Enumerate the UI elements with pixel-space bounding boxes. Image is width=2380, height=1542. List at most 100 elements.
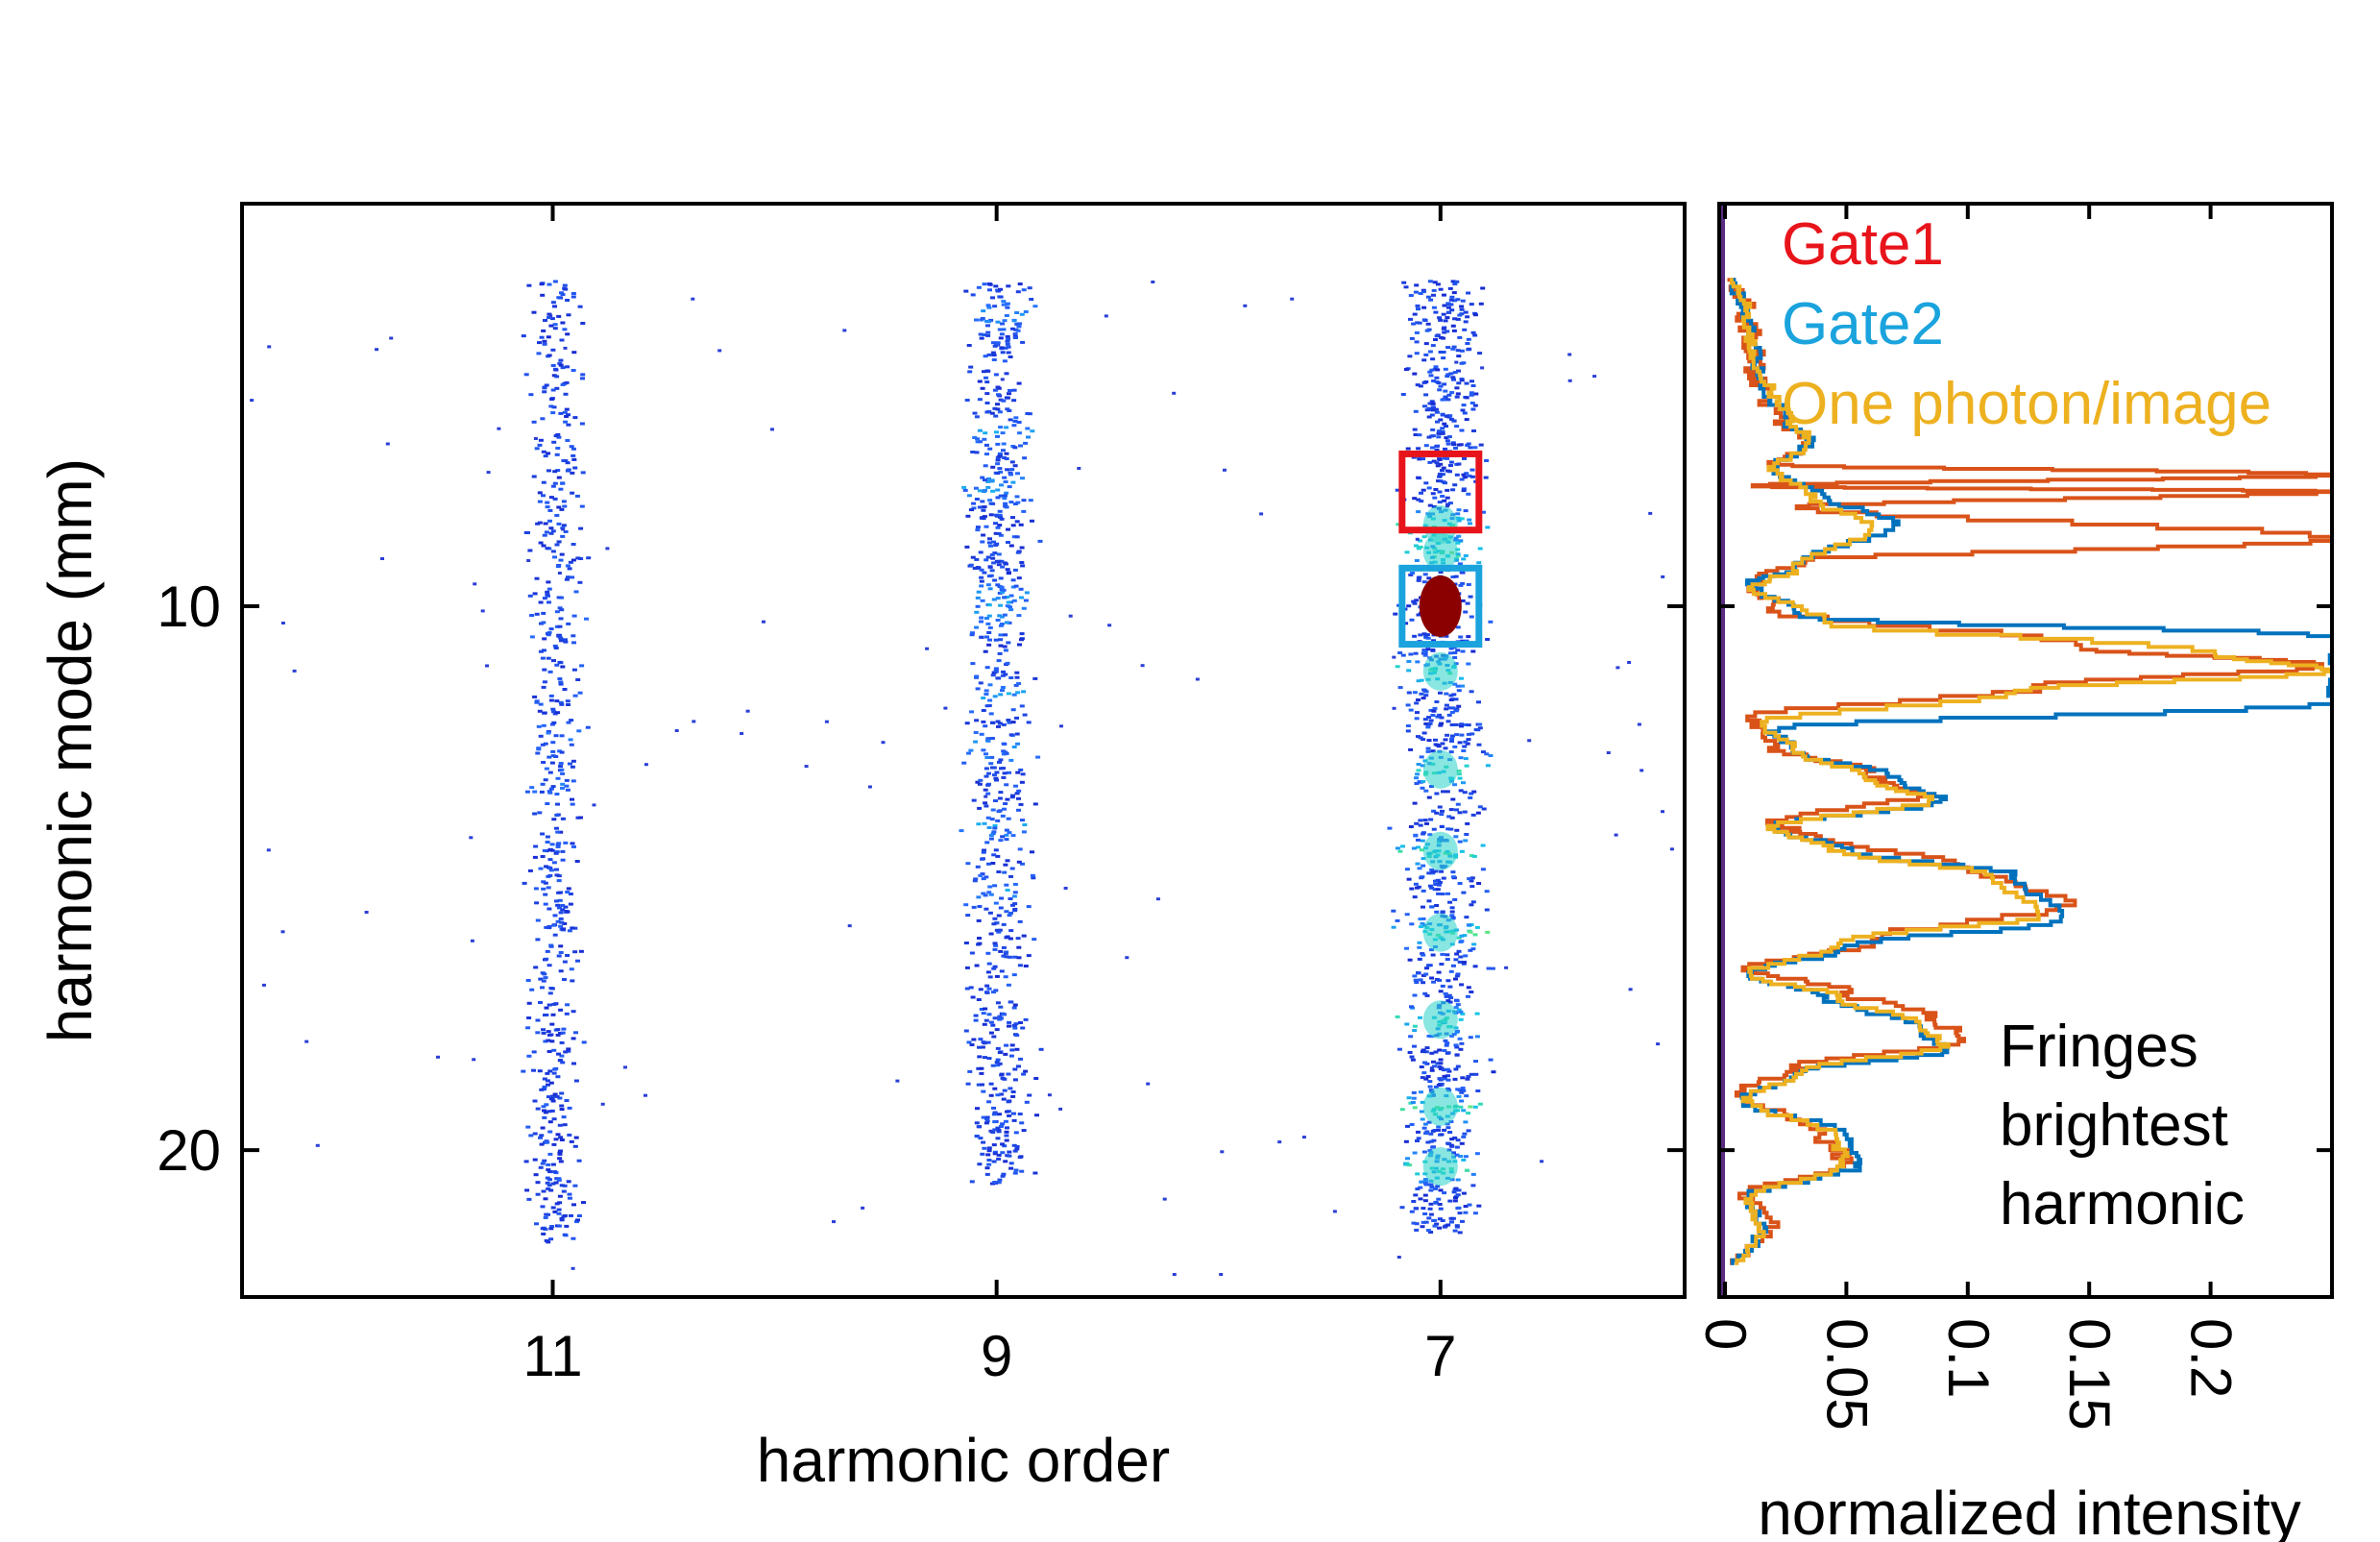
- heat-pixel: [970, 293, 976, 297]
- heat-pixel: [1005, 596, 1010, 599]
- heat-pixel: [1436, 1125, 1442, 1129]
- heat-pixel: [1423, 1077, 1429, 1081]
- heat-pixel: [1442, 1074, 1447, 1078]
- heat-pixel: [1003, 802, 1008, 805]
- heat-pixel: [1439, 824, 1445, 828]
- heat-pixel: [1448, 750, 1454, 754]
- heat-pixel: [1421, 917, 1426, 920]
- heat-pixel: [976, 822, 982, 826]
- heat-pixel: [540, 656, 546, 660]
- heat-pixel: [1030, 429, 1035, 433]
- heat-pixel: [1007, 771, 1011, 774]
- heat-pixel: [961, 761, 967, 765]
- heat-pixel: [567, 929, 572, 933]
- heat-pixel: [1450, 964, 1456, 967]
- heat-pixel: [1017, 322, 1022, 326]
- heat-pixel: [1449, 711, 1455, 714]
- x-tick-label: 9: [981, 1324, 1012, 1388]
- heat-pixel: [542, 1088, 546, 1091]
- heat-pixel: [988, 1082, 994, 1086]
- heat-pixel: [559, 1054, 565, 1058]
- heat-pixel: [1407, 1163, 1413, 1167]
- heat-pixel: [1435, 744, 1441, 747]
- heat-pixel: [546, 1050, 552, 1053]
- heat-pixel: [1459, 1099, 1465, 1103]
- heat-pixel: [979, 1008, 984, 1011]
- heat-pixel: [1477, 722, 1483, 726]
- heat-pixel: [527, 549, 533, 552]
- heat-pixel: [561, 1115, 567, 1119]
- heat-pixel: [1011, 894, 1017, 898]
- heat-pixel: [970, 631, 975, 635]
- heat-pixel: [1395, 1015, 1400, 1018]
- heat-pixel: [986, 603, 992, 607]
- heat-pixel: [1004, 426, 1009, 429]
- noise-pixel: [592, 803, 596, 807]
- heat-pixel: [1443, 447, 1447, 451]
- heat-pixel: [546, 656, 551, 660]
- heat-pixel: [1463, 610, 1469, 614]
- heat-pixel: [537, 709, 543, 713]
- heat-pixel: [986, 643, 992, 647]
- heat-pixel: [554, 663, 560, 667]
- heat-pixel: [1449, 1138, 1455, 1141]
- heat-pixel: [1461, 1158, 1467, 1162]
- heat-pixel: [1414, 1228, 1420, 1232]
- heat-pixel: [1437, 1203, 1443, 1206]
- heat-pixel: [1413, 833, 1419, 837]
- heat-pixel: [1393, 612, 1398, 616]
- heat-pixel: [975, 437, 981, 441]
- heat-pixel: [575, 959, 580, 963]
- heat-pixel: [1444, 692, 1449, 696]
- heat-pixel: [995, 583, 1001, 587]
- heat-pixel: [1016, 576, 1022, 580]
- heat-pixel: [987, 565, 993, 569]
- heat-pixel: [564, 415, 570, 418]
- heat-pixel: [1002, 771, 1008, 775]
- heat-pixel: [555, 432, 561, 436]
- heat-pixel: [551, 1117, 557, 1121]
- noise-pixel: [472, 1058, 476, 1062]
- heat-pixel: [978, 873, 984, 877]
- heat-pixel: [982, 1146, 987, 1150]
- heat-pixel: [1422, 1179, 1428, 1183]
- noise-pixel: [1162, 1197, 1167, 1201]
- heat-pixel: [1491, 1070, 1496, 1074]
- heat-pixel: [1463, 722, 1468, 726]
- heat-pixel: [564, 1012, 570, 1016]
- heat-pixel: [1435, 715, 1441, 719]
- heat-pixel: [995, 1046, 1001, 1050]
- heat-pixel: [1421, 1048, 1426, 1052]
- heat-pixel: [1021, 288, 1027, 292]
- heat-pixel: [560, 786, 565, 790]
- heat-pixel: [992, 1016, 998, 1020]
- heat-pixel: [992, 1128, 998, 1132]
- heat-pixel: [982, 848, 986, 852]
- heat-pixel: [1423, 342, 1429, 346]
- heat-pixel: [1420, 839, 1425, 843]
- heat-pixel: [1004, 1130, 1009, 1134]
- heat-pixel: [1000, 835, 1006, 839]
- heat-pixel: [1006, 600, 1011, 604]
- heat-pixel: [1396, 1047, 1402, 1051]
- heat-pixel: [1427, 402, 1433, 405]
- heat-pixel: [1411, 846, 1417, 850]
- noise-pixel: [557, 572, 562, 575]
- heat-pixel: [1412, 895, 1418, 899]
- heat-pixel: [545, 1176, 550, 1180]
- heat-pixel: [1461, 749, 1467, 752]
- heat-pixel: [547, 1120, 553, 1124]
- heat-pixel: [543, 522, 548, 526]
- noise-pixel: [1429, 1066, 1434, 1070]
- legend-entry-2: Gate2: [1782, 291, 1944, 357]
- heat-pixel: [1438, 723, 1444, 727]
- heat-pixel: [1438, 1188, 1444, 1192]
- heat-pixel: [1424, 329, 1430, 332]
- heat-pixel: [1018, 1021, 1023, 1024]
- heat-pixel: [543, 778, 548, 782]
- heat-pixel: [1447, 900, 1453, 904]
- heat-pixel: [1439, 869, 1445, 873]
- heat-pixel: [551, 721, 557, 724]
- heat-pixel: [1013, 784, 1018, 788]
